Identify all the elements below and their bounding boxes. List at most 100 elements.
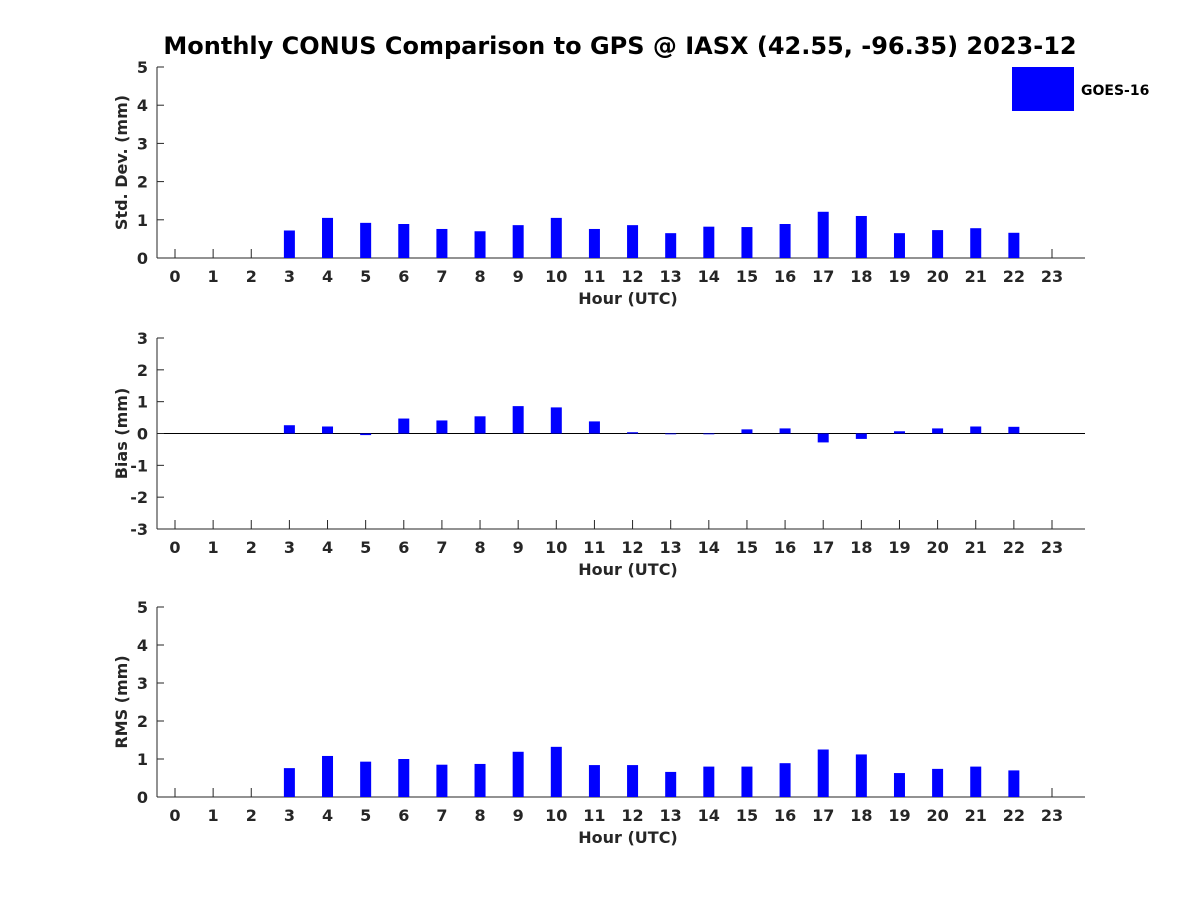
bar-hour-20 (932, 428, 944, 434)
bar-hour-12 (627, 765, 639, 797)
x-tick-label: 4 (322, 806, 333, 825)
x-tick-label: 4 (322, 267, 333, 286)
y-tick-label: 3 (137, 134, 148, 153)
bar-hour-3 (283, 425, 295, 434)
legend: GOES-16 (1012, 67, 1149, 111)
x-tick-label: 18 (850, 538, 872, 557)
y-tick-label: 3 (137, 329, 148, 348)
bar-hour-16 (779, 224, 791, 258)
bar-hour-13 (665, 771, 677, 797)
x-tick-label: 22 (1003, 806, 1025, 825)
x-axis-label: Hour (UTC) (578, 828, 678, 847)
x-tick-label: 21 (965, 267, 987, 286)
bar-hour-10 (550, 407, 562, 434)
bar-hour-8 (474, 416, 486, 434)
y-axis-label: Std. Dev. (mm) (112, 95, 131, 230)
bar-hour-21 (970, 426, 982, 434)
x-tick-label: 0 (169, 806, 180, 825)
bar-hour-9 (512, 751, 524, 797)
bar-hour-4 (322, 217, 334, 258)
bar-hour-12 (627, 225, 639, 258)
x-tick-label: 13 (660, 806, 682, 825)
y-tick-label: 1 (137, 211, 148, 230)
bar-hour-4 (322, 426, 334, 434)
x-tick-label: 18 (850, 806, 872, 825)
x-tick-label: 8 (474, 267, 485, 286)
bar-hour-7 (436, 764, 448, 797)
bar-hour-3 (283, 768, 295, 797)
x-axis-label: Hour (UTC) (578, 289, 678, 308)
bar-hour-10 (550, 217, 562, 258)
x-tick-label: 5 (360, 267, 371, 286)
y-tick-label: 2 (137, 173, 148, 192)
x-tick-label: 17 (812, 806, 834, 825)
x-tick-label: 22 (1003, 267, 1025, 286)
bar-hour-8 (474, 763, 486, 797)
x-tick-label: 20 (926, 806, 948, 825)
x-tick-label: 6 (398, 538, 409, 557)
bar-hour-18 (855, 215, 867, 258)
x-tick-label: 23 (1041, 538, 1063, 557)
bar-hour-9 (512, 406, 524, 434)
x-tick-label: 6 (398, 267, 409, 286)
bar-hour-10 (550, 746, 562, 797)
x-tick-label: 16 (774, 538, 796, 557)
bar-hour-22 (1008, 232, 1020, 258)
y-axis-label: RMS (mm) (112, 655, 131, 748)
x-tick-label: 1 (208, 538, 219, 557)
x-tick-label: 15 (736, 267, 758, 286)
x-tick-label: 20 (926, 538, 948, 557)
x-tick-label: 19 (888, 806, 910, 825)
x-tick-label: 13 (660, 538, 682, 557)
legend-label: GOES-16 (1081, 83, 1149, 99)
x-tick-label: 11 (583, 267, 605, 286)
bar-hour-17 (817, 433, 829, 443)
x-tick-label: 6 (398, 806, 409, 825)
x-tick-label: 22 (1003, 538, 1025, 557)
x-tick-label: 4 (322, 538, 333, 557)
y-tick-label: 4 (137, 96, 148, 115)
y-tick-label: -2 (130, 488, 148, 507)
bar-hour-14 (703, 433, 715, 435)
x-tick-label: 20 (926, 267, 948, 286)
bar-hour-7 (436, 228, 448, 258)
x-tick-label: 16 (774, 267, 796, 286)
bar-hour-12 (627, 432, 639, 434)
x-tick-label: 7 (436, 538, 447, 557)
x-tick-label: 2 (246, 538, 257, 557)
bar-hour-21 (970, 228, 982, 258)
y-axis-label: Bias (mm) (112, 388, 131, 480)
x-tick-label: 1 (208, 267, 219, 286)
x-tick-label: 9 (513, 267, 524, 286)
bar-hour-5 (360, 222, 372, 258)
bar-hour-6 (398, 224, 410, 258)
bar-hour-7 (436, 420, 448, 434)
x-tick-label: 8 (474, 806, 485, 825)
y-tick-label: 0 (137, 425, 148, 444)
x-tick-label: 17 (812, 538, 834, 557)
bar-hour-9 (512, 225, 524, 258)
y-tick-label: 1 (137, 750, 148, 769)
bar-hour-8 (474, 231, 486, 258)
x-tick-label: 19 (888, 538, 910, 557)
x-tick-label: 14 (698, 806, 720, 825)
bar-hour-22 (1008, 770, 1020, 797)
bar-hour-16 (779, 428, 791, 434)
y-tick-label: 3 (137, 674, 148, 693)
x-tick-label: 7 (436, 806, 447, 825)
x-tick-label: 16 (774, 806, 796, 825)
x-tick-label: 21 (965, 806, 987, 825)
bar-hour-6 (398, 418, 410, 434)
y-tick-label: 5 (137, 598, 148, 617)
x-tick-label: 21 (965, 538, 987, 557)
y-tick-label: 4 (137, 636, 148, 655)
legend-swatch (1012, 67, 1074, 111)
bar-hour-19 (893, 233, 905, 258)
y-tick-label: 2 (137, 361, 148, 380)
x-tick-label: 19 (888, 267, 910, 286)
x-tick-label: 11 (583, 806, 605, 825)
x-tick-label: 8 (474, 538, 485, 557)
bar-hour-11 (588, 421, 600, 434)
x-tick-label: 3 (284, 538, 295, 557)
